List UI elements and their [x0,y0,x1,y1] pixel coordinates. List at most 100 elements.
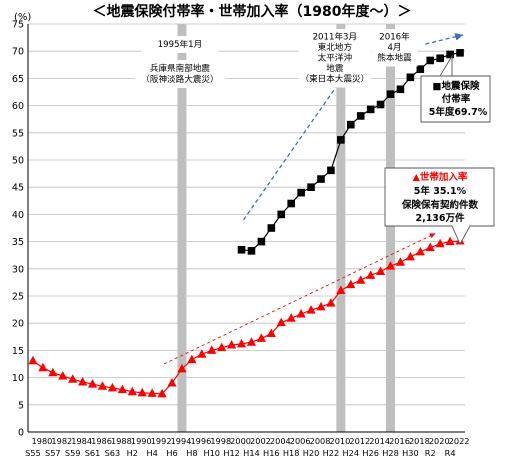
data-point-triangle [147,388,157,397]
data-point-square [297,188,305,197]
data-point-square [446,50,454,59]
event-bar [386,24,396,432]
x-era-label: H30 [402,448,419,458]
data-point-triangle [78,376,88,386]
data-point-square [376,100,385,109]
y-axis-unit-label: (%) [14,12,31,23]
data-point-triangle [435,238,445,248]
futai-callout-box [420,54,491,123]
x-era-label: H18 [283,448,300,458]
gridlines [28,23,465,433]
x-tick-label: 1990 [131,436,152,446]
x-era-label: H22 [323,448,340,458]
data-point-triangle [68,374,78,383]
data-point-triangle [366,270,376,279]
x-era-label: H2 [127,448,138,458]
event-1995-name-text: （阪神淡路大震災） [141,73,218,85]
data-point-triangle [217,342,227,352]
x-tick-label: 1994 [171,436,192,446]
data-point-square [237,245,246,254]
data-point-triangle [326,298,336,307]
y-tick-label: 70 [12,47,24,58]
data-point-triangle [405,251,415,261]
x-tick-label: 2004 [270,436,291,446]
y-tick-label: 10 [12,373,24,384]
data-point-triangle [346,279,356,289]
data-point-triangle [236,338,247,348]
data-point-triangle [296,308,306,318]
x-era-label: H12 [223,448,240,458]
x-era-label: H26 [362,448,379,458]
data-point-square [366,105,375,114]
x-era-label: H20 [303,448,320,458]
series-layer [28,49,465,398]
data-point-triangle [375,266,386,276]
kanyu-trend-arrow [163,233,436,365]
y-tick-label: 20 [12,319,24,330]
data-point-triangle [425,242,435,252]
x-tick-label: 2008 [310,436,331,446]
event-2011-bg [298,29,371,88]
x-tick-label: 2010 [329,436,350,446]
event-2011-text: 太平洋沖 [318,52,353,64]
data-point-triangle [266,328,276,338]
data-point-triangle [445,236,455,246]
event-2011-text: 地震 [326,62,344,74]
event-2016-text: 2016年 [379,31,410,43]
x-tick-label: 1996 [190,436,211,446]
futai-callout-text: 付帯率 [442,93,471,105]
data-point-triangle [256,333,266,342]
x-tick-label: 2000 [230,436,251,446]
data-point-triangle [97,381,108,390]
x-tick-label: 2018 [409,436,430,446]
x-era-label: R2 [425,448,436,458]
event-2011-text: （東日本大震災） [300,73,369,85]
x-tick-label: 1982 [51,436,72,446]
x-era-label: H16 [263,448,280,458]
x-era-label: H14 [243,448,260,458]
data-point-square [327,166,335,175]
data-point-square [317,175,325,183]
data-point-square [346,120,355,129]
futai-trend-arrow [242,72,347,221]
event-bars [177,24,396,432]
x-tick-label: 2020 [429,436,450,446]
data-point-triangle [48,367,58,377]
x-tick-label: 1986 [91,436,112,446]
event-1995-name-bg [134,60,225,88]
data-point-triangle [177,363,187,373]
data-point-triangle [246,337,257,346]
data-point-triangle [137,387,147,397]
data-point-square [267,224,276,232]
x-era-label: S57 [45,448,61,458]
x-tick-label: 2022 [449,436,470,446]
data-point-triangle [286,313,296,322]
y-tick-label: 50 [12,156,24,167]
data-point-triangle [38,362,48,372]
data-point-triangle [395,257,406,266]
chart-title: ＜地震保険付帯率・世帯加入率（1980年度～）＞ [93,3,412,20]
data-point-square [247,247,256,255]
x-tick-label: 1980 [32,436,53,446]
y-tick-label: 25 [12,292,24,303]
y-tick-label: 75 [12,20,24,31]
x-tick-label: 2016 [389,436,410,446]
y-tick-label: 15 [12,346,24,357]
y-tick-label: 55 [12,128,24,139]
x-tick-label: 1992 [151,436,172,446]
x-era-label: H24 [342,448,359,458]
data-point-triangle [127,386,137,396]
x-era-label: S61 [85,448,101,458]
data-point-triangle [306,305,316,314]
data-point-triangle [58,370,68,380]
data-point-triangle [157,388,167,398]
x-tick-label: 2002 [250,436,271,446]
data-point-square [456,49,464,57]
series-line [32,240,461,395]
event-1995-date-bg [140,36,219,53]
kanyu-callout-text: ▲世帯加入率 [413,171,468,183]
data-point-triangle [227,339,237,349]
x-tick-label: 2006 [290,436,311,446]
